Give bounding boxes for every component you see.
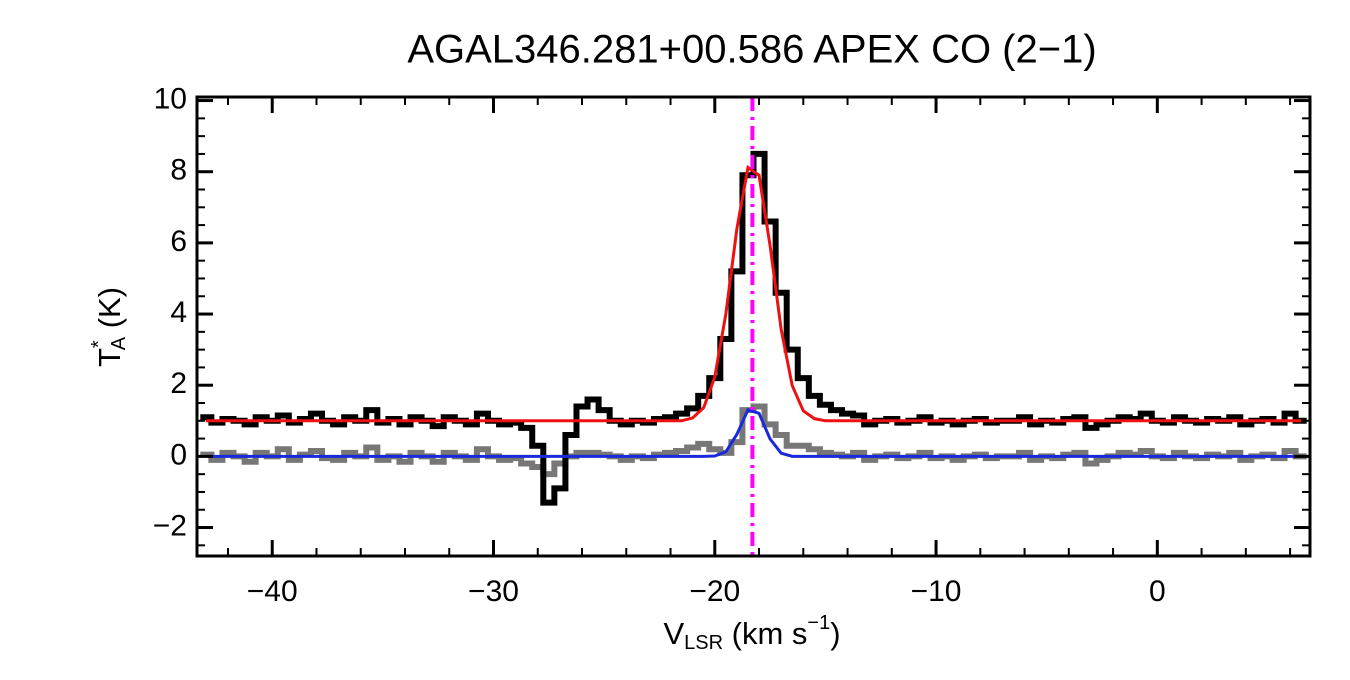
y-axis-label: T*A (K) bbox=[88, 287, 130, 367]
y-label-rest: (K) bbox=[92, 287, 127, 337]
x-tick-label: −30 bbox=[468, 575, 519, 608]
x-label-main: V bbox=[663, 616, 684, 651]
x-label-sub: LSR bbox=[684, 632, 723, 654]
chart-title: AGAL346.281+00.586 APEX CO (2−1) bbox=[407, 28, 1096, 72]
spectrum-smooth bbox=[205, 164, 1302, 423]
x-tick-label: −10 bbox=[911, 575, 962, 608]
y-tick-label: 0 bbox=[170, 438, 187, 471]
plot-frame bbox=[195, 95, 1312, 558]
y-label-sup: * bbox=[88, 340, 110, 348]
y-label-main: T bbox=[92, 348, 127, 367]
spectrum-smooth bbox=[205, 407, 1302, 458]
y-tick-label: 2 bbox=[170, 367, 187, 400]
x-axis-label: VLSR (km s−1) bbox=[663, 612, 840, 654]
x-label-sup: −1 bbox=[807, 612, 830, 634]
y-tick-label: −2 bbox=[153, 509, 187, 542]
x-tick-label: 0 bbox=[1149, 575, 1166, 608]
x-tick-label: −40 bbox=[247, 575, 298, 608]
y-tick-label: 6 bbox=[170, 225, 187, 258]
y-tick-label: 8 bbox=[170, 154, 187, 187]
x-label-end: ) bbox=[830, 616, 840, 651]
x-label-rest: (km s bbox=[723, 616, 807, 651]
y-tick-label: 10 bbox=[154, 82, 187, 115]
y-tick-label: 4 bbox=[170, 296, 187, 329]
y-label-sub: A bbox=[108, 336, 130, 350]
x-tick-label: −20 bbox=[689, 575, 740, 608]
